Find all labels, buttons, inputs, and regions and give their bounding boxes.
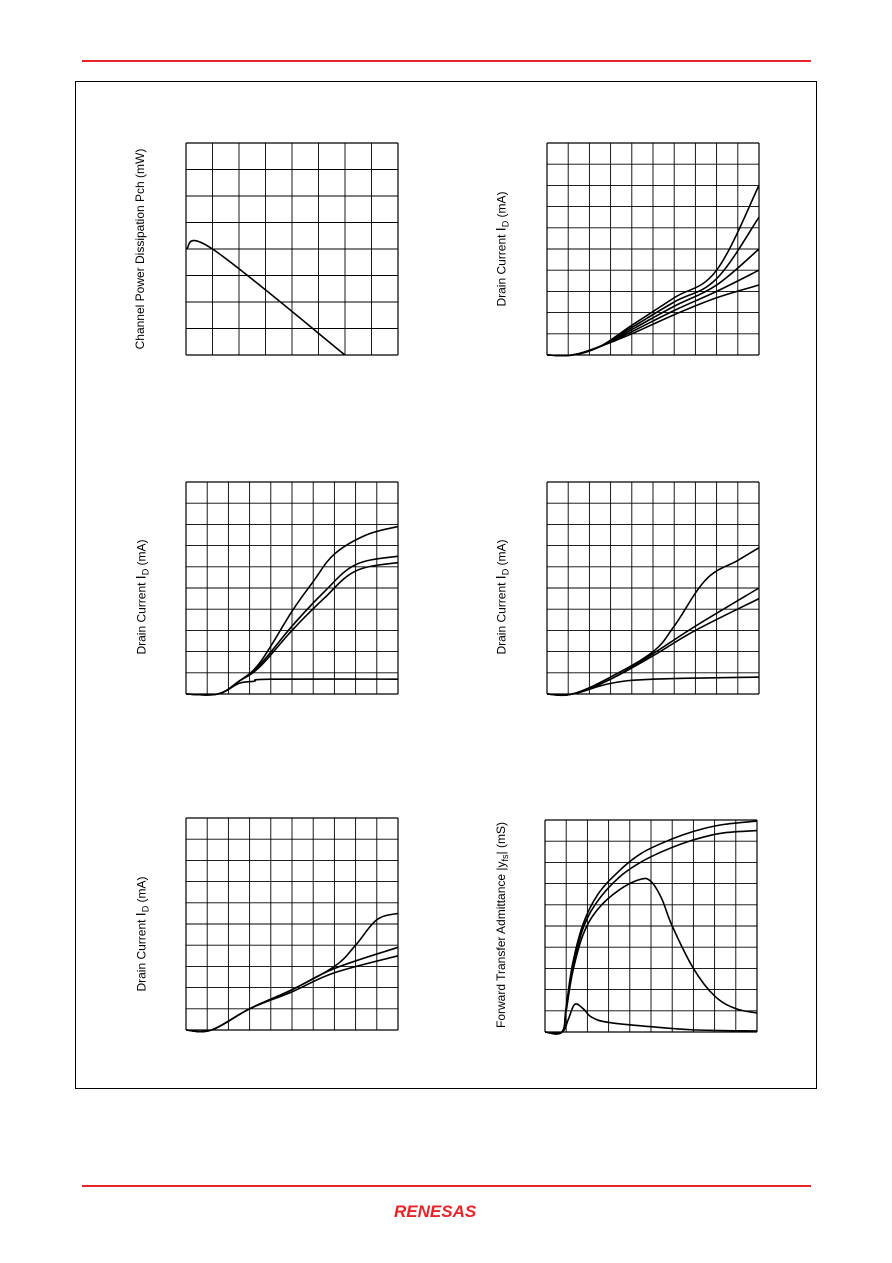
svg-text:RENESAS: RENESAS [394,1202,477,1221]
header-rule [82,60,811,62]
series-line-2 [185,912,399,1033]
ylabel-id-vds-2: Drain Current ID (mA) [132,876,151,992]
series-line-3 [185,525,399,696]
figure-frame [75,81,817,1089]
ylabel-yfs: Forward Transfer Admittance |yfs| (mS) [493,822,511,1028]
series-line-3 [546,547,760,697]
series-line-3 [544,820,758,1035]
chart-yfs-vgs [544,819,758,1035]
chart-id-vgs-2 [546,481,760,697]
series-line-0 [544,1003,758,1034]
ylabel-pch: Channel Power Dissipation Pch (mW) [133,148,147,350]
ylabel-id-vds-1: Drain Current ID (mA) [492,191,511,307]
footer-rule [82,1185,811,1187]
series-line-0 [185,239,346,356]
ylabel-id-vgs-2: Drain Current ID (mA) [492,539,511,655]
chart-id-vds-1 [546,142,760,357]
series-line-4 [546,185,760,357]
chart-id-vds-2 [185,817,399,1033]
renesas-logo: RENESAS [394,1202,477,1221]
ylabel-id-vgs-1: Drain Current ID (mA) [132,539,151,655]
chart-id-vgs-1 [185,481,399,696]
chart-pch-derating [185,142,399,356]
